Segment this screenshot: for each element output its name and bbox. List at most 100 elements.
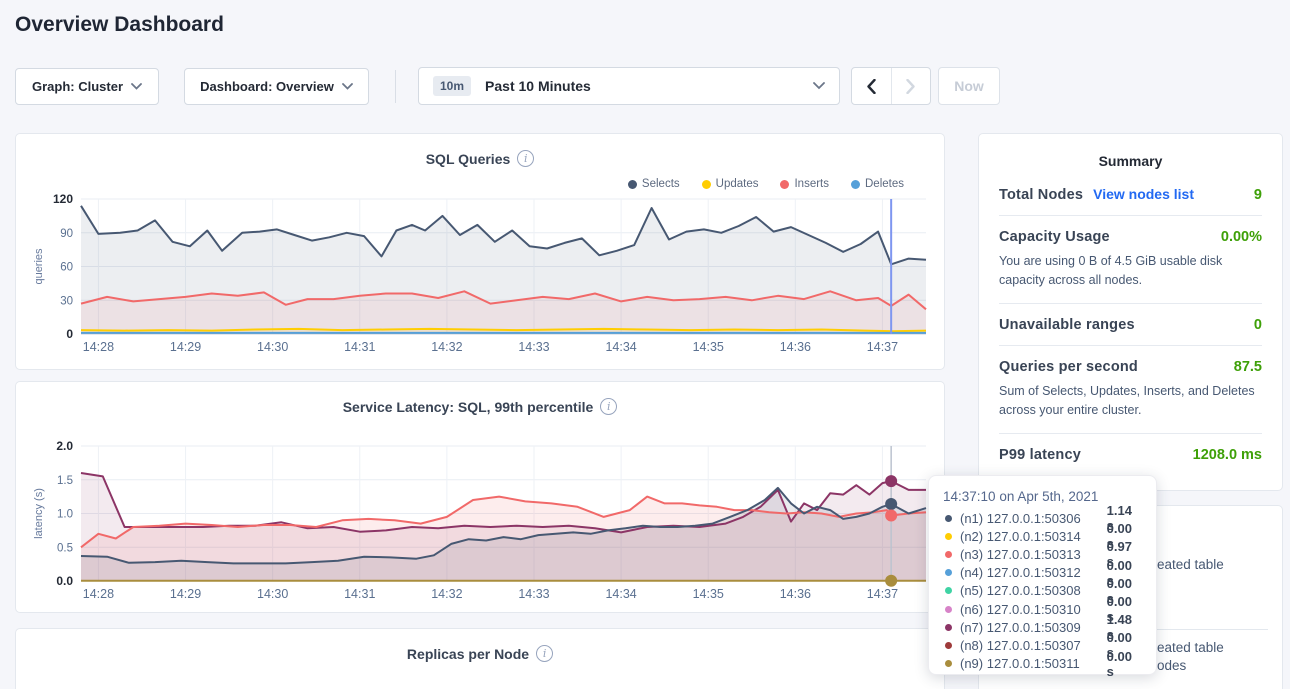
chart-title-replicas: Replicas per Node [406, 645, 530, 662]
dashboard-dropdown-label: Dashboard: Overview [200, 79, 334, 94]
graph-dropdown-label: Graph: Cluster [31, 79, 123, 94]
time-back-button[interactable] [852, 68, 892, 104]
view-nodes-list-link[interactable]: View nodes list [1093, 186, 1194, 202]
svg-text:30: 30 [60, 295, 73, 307]
svg-text:14:35: 14:35 [693, 340, 724, 354]
svg-text:14:30: 14:30 [257, 340, 288, 354]
series-dot-icon [945, 550, 952, 558]
event-text-fragment: odes [1157, 658, 1187, 673]
svg-text:14:30: 14:30 [257, 587, 288, 601]
legend-item-inserts[interactable]: Inserts [780, 178, 829, 190]
chevron-down-icon [131, 83, 142, 90]
toolbar-divider [395, 70, 396, 103]
dashboard-dropdown[interactable]: Dashboard: Overview [184, 68, 369, 105]
chart-hover-tooltip: 14:37:10 on Apr 5th, 2021 (n1) 127.0.0.1… [928, 475, 1157, 679]
tooltip-row: (n5) 127.0.0.1:50308 0.00 s [943, 576, 1142, 606]
chevron-down-icon [341, 83, 353, 90]
chevron-down-icon [813, 82, 825, 90]
info-icon[interactable]: i [600, 398, 618, 415]
summary-value: 0.00% [1220, 229, 1262, 245]
time-pager [851, 67, 931, 105]
svg-text:14:37: 14:37 [867, 587, 898, 601]
summary-panel: Summary Total Nodes View nodes list 9 Capac… [978, 133, 1283, 491]
replicas-per-node-card: Replicas per Node i [15, 628, 945, 689]
service-latency-card: Service Latency: SQL, 99th percentile i … [15, 381, 945, 613]
svg-text:14:35: 14:35 [693, 587, 724, 601]
svg-text:14:33: 14:33 [518, 587, 549, 601]
legend-dot-icon [701, 179, 711, 189]
svg-text:14:28: 14:28 [83, 340, 114, 354]
summary-title: Summary [1098, 153, 1163, 169]
time-range-picker[interactable]: 10m Past 10 Minutes [418, 67, 840, 105]
svg-text:14:36: 14:36 [780, 340, 811, 354]
service-latency-chart[interactable]: 0.0 0.5 1.0 1.5 2.0 14:28 14:29 14:30 14:31 14:32… [16, 382, 946, 614]
summary-row: Total Nodes View nodes list 9 [999, 173, 1262, 216]
tooltip-row: (n8) 127.0.0.1:50307 0.00 s [943, 630, 1142, 660]
time-range-badge: 10m [433, 76, 472, 96]
svg-text:60: 60 [60, 262, 73, 274]
series-dot-icon [945, 569, 952, 577]
chart-title-service-latency: Service Latency: SQL, 99th percentile [342, 398, 594, 415]
tooltip-row: (n9) 127.0.0.1:50311 0.00 s [943, 649, 1142, 679]
summary-value: 0 [1253, 316, 1262, 333]
legend-item-updates[interactable]: Updates [701, 178, 758, 190]
tooltip-row: (n1) 127.0.0.1:50306 1.14 s [943, 503, 1142, 533]
summary-row: Capacity Usage 0.00% You are using 0 B of … [999, 216, 1262, 304]
summary-value: 9 [1253, 187, 1262, 203]
series-dot-icon [945, 623, 952, 631]
legend-dot-icon [780, 179, 790, 189]
series-dot-icon [945, 605, 952, 613]
sql-legend: Selects Updates Inserts Deletes [627, 178, 904, 190]
legend-item-selects[interactable]: Selects [627, 178, 680, 190]
svg-text:90: 90 [60, 228, 73, 240]
svg-text:0.0: 0.0 [56, 574, 73, 588]
sql-queries-chart[interactable]: 0 30 60 90 120 14:28 14:29 14:30 14:31 14:32 14:33… [16, 134, 946, 371]
svg-text:14:34: 14:34 [605, 340, 636, 354]
legend-dot-icon [627, 179, 637, 189]
svg-text:0: 0 [66, 327, 73, 341]
svg-text:2.0: 2.0 [56, 439, 73, 453]
tooltip-row: (n3) 127.0.0.1:50313 0.97 s [943, 539, 1142, 569]
series-dot-icon [945, 514, 952, 522]
svg-text:14:32: 14:32 [431, 340, 462, 354]
event-text-fragment: eated table [1157, 557, 1224, 572]
now-button[interactable]: Now [938, 67, 1000, 105]
svg-text:14:33: 14:33 [518, 340, 549, 354]
svg-text:14:31: 14:31 [344, 587, 375, 601]
svg-text:14:29: 14:29 [170, 340, 201, 354]
tooltip-row: (n6) 127.0.0.1:50310 0.00 s [943, 594, 1142, 624]
svg-text:14:37: 14:37 [867, 340, 898, 354]
svg-text:queries: queries [33, 248, 45, 285]
series-dot-icon [945, 641, 952, 649]
chart-title-sql-queries: SQL Queries [425, 150, 511, 167]
series-dot-icon [945, 660, 952, 668]
svg-text:0.5: 0.5 [57, 542, 73, 554]
sql-queries-card: SQL Queries i Selects Updates Inserts Delet… [15, 133, 945, 370]
summary-description: You are using 0 B of 4.5 GiB usable disk… [999, 254, 1223, 288]
info-icon[interactable]: i [517, 150, 535, 167]
page-title: Overview Dashboard [15, 13, 224, 36]
event-text-fragment: eated table [1157, 640, 1224, 655]
summary-row: Queries per second 87.5 Sum of Selects, Up… [999, 346, 1262, 434]
tooltip-timestamp: 14:37:10 on Apr 5th, 2021 [943, 489, 1099, 504]
summary-description: Sum of Selects, Updates, Inserts, and De… [999, 383, 1255, 418]
tooltip-row: (n4) 127.0.0.1:50312 0.00 s [943, 558, 1142, 588]
summary-row: P99 latency 1208.0 ms [999, 446, 1262, 463]
graph-dropdown[interactable]: Graph: Cluster [15, 68, 159, 105]
summary-rows: Total Nodes View nodes list 9 Capacity Usag… [979, 173, 1282, 475]
tooltip-row: (n2) 127.0.0.1:50314 0.00 s [943, 521, 1142, 551]
series-dot-icon [945, 587, 952, 595]
time-range-label: Past 10 Minutes [485, 78, 591, 94]
svg-text:14:36: 14:36 [780, 587, 811, 601]
svg-text:14:31: 14:31 [344, 340, 375, 354]
legend-dot-icon [851, 179, 860, 189]
svg-text:1.5: 1.5 [57, 475, 73, 487]
svg-text:1.0: 1.0 [57, 509, 73, 521]
svg-text:latency (s): latency (s) [33, 488, 45, 539]
legend-item-deletes[interactable]: Deletes [851, 178, 904, 190]
info-icon[interactable]: i [536, 645, 554, 662]
time-forward-button[interactable] [892, 68, 931, 104]
tooltip-row: (n7) 127.0.0.1:50309 1.48 s [943, 612, 1142, 642]
svg-text:14:34: 14:34 [605, 587, 636, 601]
